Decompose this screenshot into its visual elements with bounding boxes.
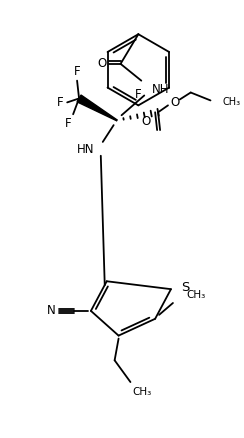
Text: F: F [65, 117, 71, 130]
Text: S: S [181, 281, 189, 294]
Text: F: F [135, 88, 142, 101]
Text: NH: NH [152, 83, 170, 96]
Text: CH₃: CH₃ [132, 387, 152, 397]
Text: O: O [141, 115, 150, 127]
Text: O: O [97, 57, 106, 71]
Text: N: N [47, 304, 56, 318]
Text: CH₃: CH₃ [222, 97, 241, 107]
Text: O: O [170, 96, 180, 109]
Text: F: F [57, 96, 64, 109]
Polygon shape [77, 95, 117, 120]
Text: HN: HN [77, 143, 95, 156]
Text: CH₃: CH₃ [187, 290, 206, 300]
Text: F: F [74, 65, 80, 78]
